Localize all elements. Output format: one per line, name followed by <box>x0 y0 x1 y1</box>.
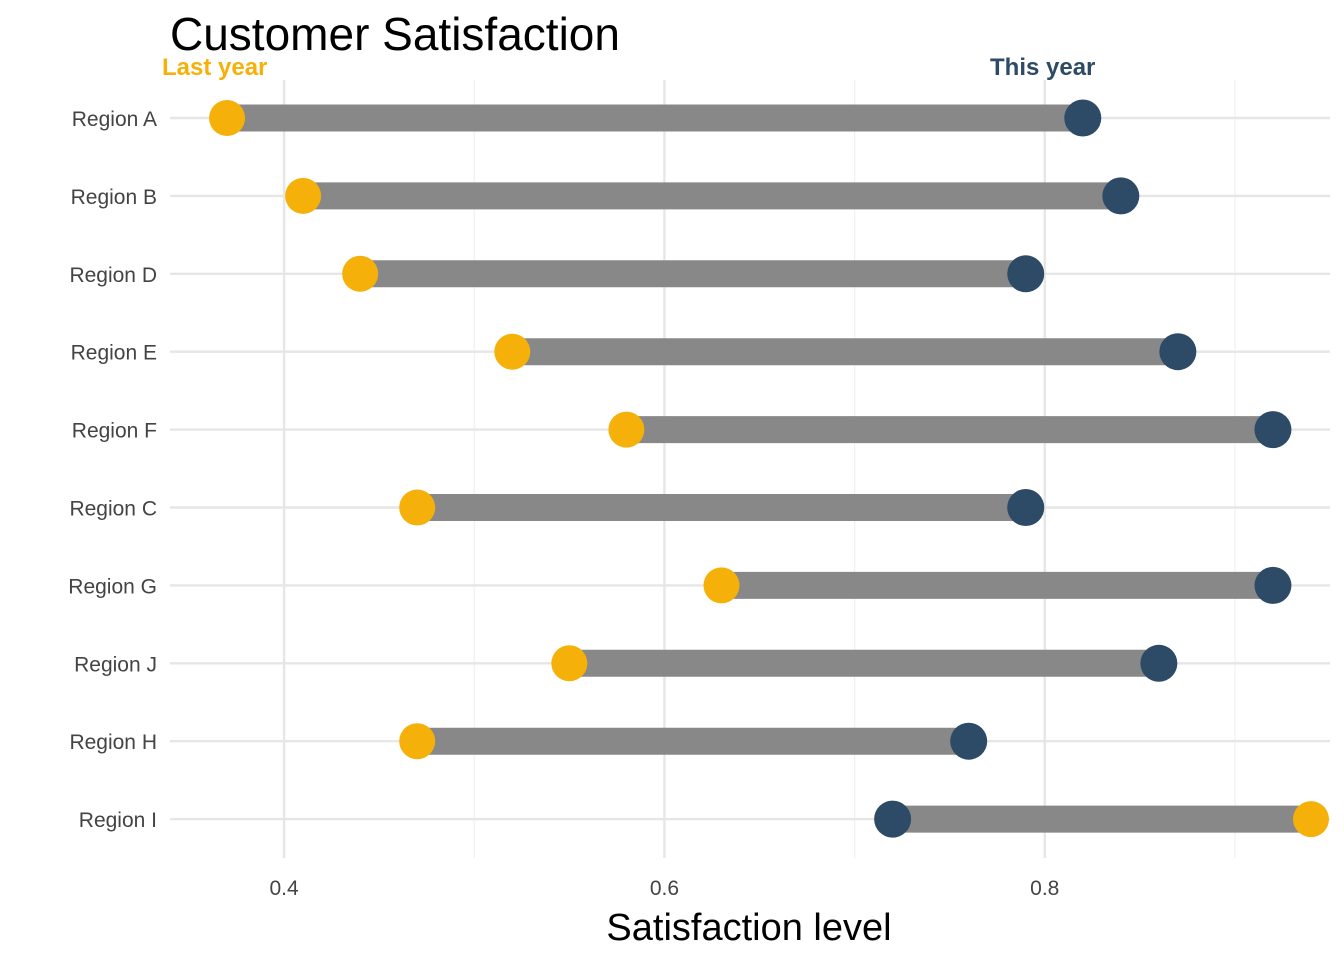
point-last-year <box>551 645 588 682</box>
x-axis-tick-labels: 0.4 0.6 0.8 <box>269 877 1059 900</box>
x-tick-label: 0.6 <box>650 877 679 900</box>
y-tick-label: Region F <box>72 420 157 443</box>
point-last-year <box>342 255 379 292</box>
point-this-year <box>1007 489 1045 526</box>
point-last-year <box>285 177 322 214</box>
point-last-year <box>209 100 246 136</box>
y-tick-label: Region G <box>68 575 157 598</box>
point-last-year <box>399 489 436 526</box>
y-tick-label: Region I <box>79 809 157 832</box>
point-this-year <box>1064 99 1102 137</box>
point-this-year <box>874 800 912 838</box>
point-this-year <box>1254 411 1292 449</box>
y-tick-label: Region J <box>74 653 157 676</box>
x-tick-label: 0.8 <box>1030 877 1059 900</box>
y-tick-label: Region E <box>71 342 157 365</box>
point-last-year <box>399 723 436 760</box>
point-this-year <box>1254 566 1292 604</box>
y-axis-tick-labels: Region A Region B Region D Region E Region F… <box>68 108 157 832</box>
point-this-year <box>1007 255 1045 293</box>
point-last-year <box>703 567 740 604</box>
point-last-year <box>608 411 645 448</box>
y-tick-label: Region A <box>72 108 157 131</box>
x-tick-label: 0.4 <box>269 877 299 900</box>
point-last-year <box>1292 801 1329 838</box>
point-this-year <box>950 722 988 760</box>
y-tick-label: Region H <box>69 731 157 754</box>
point-this-year <box>1102 177 1140 215</box>
legend-last-year: Last year <box>162 54 267 81</box>
y-tick-label: Region D <box>69 264 157 287</box>
legend-this-year: This year <box>990 54 1095 81</box>
point-this-year <box>1159 333 1197 371</box>
chart-title: Customer Satisfaction <box>170 8 620 60</box>
dumbbell-marks <box>209 99 1329 838</box>
x-axis-title: Satisfaction level <box>606 907 891 949</box>
legend: Last year This year <box>162 54 1095 81</box>
y-tick-label: Region C <box>69 498 157 521</box>
y-tick-label: Region B <box>71 186 157 209</box>
point-last-year <box>494 333 531 370</box>
point-this-year <box>1140 644 1178 682</box>
